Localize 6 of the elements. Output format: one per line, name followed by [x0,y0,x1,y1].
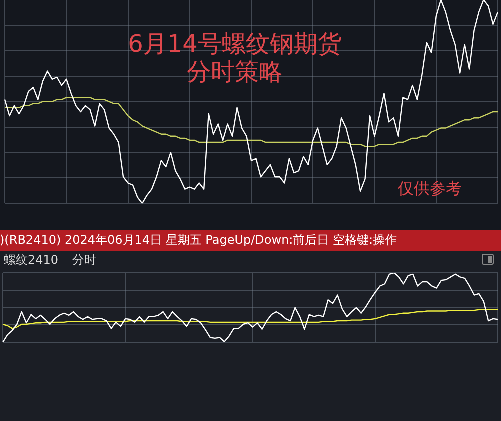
text: 分时策略 [187,58,283,86]
chart-subtitle: 分时 [72,253,97,267]
text: 6月14号螺纹钢期货 [128,30,342,58]
text: )(RB2410) 2024年06月14日 星期五 PageUp/Down:前后日 空格键:操作 [0,230,501,251]
annotation: 仅供参考 [398,179,462,198]
chart-title: 螺纹2410 [4,253,59,267]
